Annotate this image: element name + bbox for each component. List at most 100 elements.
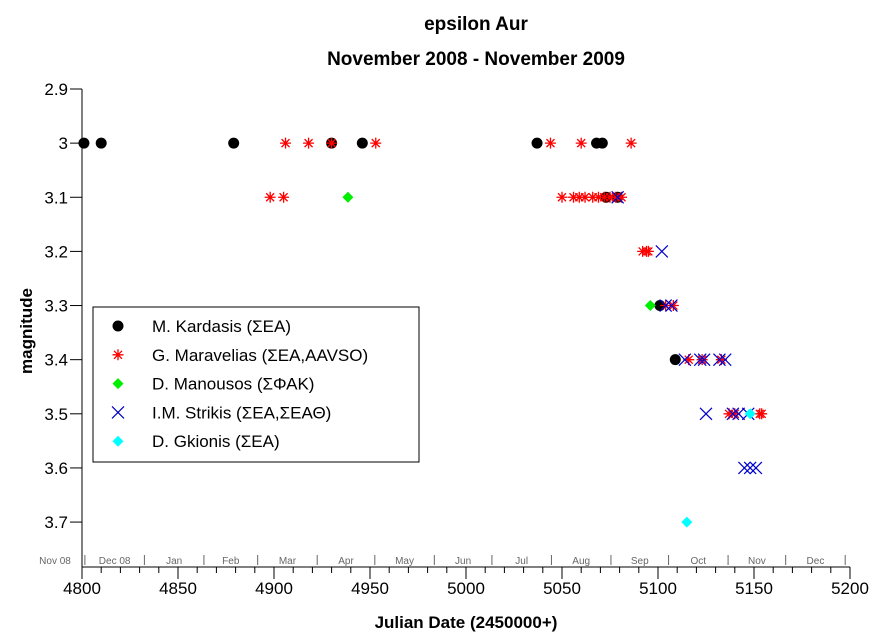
data-point-x bbox=[743, 461, 757, 475]
data-point-x bbox=[718, 353, 732, 367]
y-tick-label: 3.2 bbox=[44, 242, 68, 261]
month-label: Sep bbox=[631, 556, 649, 567]
series-4 bbox=[681, 408, 756, 528]
data-point-asterisk bbox=[696, 354, 708, 366]
y-tick-label: 3.7 bbox=[44, 513, 68, 532]
data-point-diamond bbox=[644, 300, 656, 312]
legend-box bbox=[92, 306, 420, 463]
month-label: Feb bbox=[222, 556, 240, 567]
x-tick-label: 5050 bbox=[543, 579, 581, 598]
data-point-asterisk bbox=[683, 354, 695, 366]
data-point-asterisk bbox=[723, 408, 735, 420]
month-label: Nov 08 bbox=[39, 556, 71, 567]
month-label: May bbox=[395, 556, 414, 567]
data-point-circle bbox=[78, 137, 90, 149]
data-point-x bbox=[111, 405, 125, 419]
data-point-x bbox=[699, 407, 713, 421]
y-tick-label: 2.9 bbox=[44, 80, 68, 99]
data-point-x bbox=[732, 407, 746, 421]
data-point-asterisk bbox=[278, 191, 290, 203]
legend-entry: D. Manousos (ΣΦΑΚ) bbox=[152, 375, 314, 394]
x-tick-label: 5000 bbox=[447, 579, 485, 598]
legend-entry: D. Gkionis (ΣΕΑ) bbox=[152, 432, 280, 451]
data-point-x bbox=[678, 353, 692, 367]
y-tick-label: 3 bbox=[59, 134, 68, 153]
data-point-x bbox=[659, 299, 673, 312]
data-point-asterisk bbox=[610, 191, 622, 203]
legend-entry: I.M. Strikis (ΣΕΑ,ΣΕΑΘ) bbox=[152, 403, 331, 422]
series-1 bbox=[264, 137, 768, 420]
data-point-x bbox=[655, 244, 669, 258]
y-tick-label: 3.5 bbox=[44, 405, 68, 424]
month-label: Jan bbox=[166, 556, 182, 567]
month-label: Dec 08 bbox=[99, 556, 131, 567]
data-point-asterisk bbox=[592, 191, 604, 203]
month-label: Nov bbox=[748, 556, 766, 567]
data-point-asterisk bbox=[667, 300, 679, 312]
data-point-x bbox=[611, 190, 625, 204]
data-point-asterisk bbox=[544, 137, 556, 149]
data-point-asterisk bbox=[575, 137, 587, 149]
data-point-diamond bbox=[112, 378, 124, 390]
month-label: Dec bbox=[807, 556, 825, 567]
x-tick-label: 4850 bbox=[159, 579, 197, 598]
data-point-asterisk bbox=[579, 191, 591, 203]
data-point-x bbox=[697, 353, 711, 367]
chart-title: epsilon Aur bbox=[424, 14, 528, 35]
data-point-circle bbox=[112, 320, 124, 332]
x-tick-label: 5200 bbox=[831, 579, 869, 598]
data-point-x bbox=[665, 299, 678, 312]
data-point-asterisk bbox=[112, 349, 124, 361]
data-point-asterisk bbox=[556, 191, 568, 203]
data-point-asterisk bbox=[598, 191, 610, 203]
y-tick-label: 3.1 bbox=[44, 188, 68, 207]
y-tick-label: 3.4 bbox=[44, 351, 68, 370]
data-point-asterisk bbox=[326, 137, 338, 149]
data-point-circle bbox=[596, 137, 608, 149]
data-point-diamond bbox=[681, 516, 693, 528]
data-point-asterisk bbox=[587, 191, 599, 203]
data-point-circle bbox=[95, 137, 107, 149]
data-point-x bbox=[726, 407, 740, 421]
data-point-diamond bbox=[112, 435, 124, 447]
data-point-circle bbox=[228, 137, 240, 149]
x-tick-label: 5100 bbox=[639, 579, 677, 598]
data-point-asterisk bbox=[642, 245, 654, 257]
chart-subtitle: November 2008 - November 2009 bbox=[327, 49, 625, 70]
data-point-asterisk bbox=[370, 137, 382, 149]
y-axis-label: magnitude bbox=[17, 288, 36, 374]
data-point-asterisk bbox=[264, 191, 276, 203]
data-point-x bbox=[737, 461, 751, 475]
series-2 bbox=[342, 191, 656, 312]
x-tick-label: 5150 bbox=[735, 579, 773, 598]
data-point-x bbox=[713, 353, 726, 367]
legend-entry: G. Maravelias (ΣΕΑ,AAVSO) bbox=[152, 346, 368, 365]
data-point-asterisk bbox=[625, 137, 637, 149]
data-point-asterisk bbox=[573, 191, 585, 203]
data-point-asterisk bbox=[280, 137, 292, 149]
data-point-asterisk bbox=[604, 191, 616, 203]
x-axis-label: Julian Date (2450000+) bbox=[375, 613, 558, 632]
data-point-asterisk bbox=[729, 408, 741, 420]
month-label: Mar bbox=[279, 556, 297, 567]
month-label: Jul bbox=[515, 556, 528, 567]
data-point-x bbox=[693, 353, 707, 367]
x-tick-label: 4800 bbox=[63, 579, 101, 598]
series-3 bbox=[611, 190, 763, 475]
data-point-asterisk bbox=[303, 137, 315, 149]
x-tick-label: 4900 bbox=[255, 579, 293, 598]
y-tick-label: 3.6 bbox=[44, 459, 68, 478]
data-point-circle bbox=[356, 137, 368, 149]
legend: M. Kardasis (ΣΕΑ) G. Maravelias (ΣΕΑ,AAVS… bbox=[92, 306, 420, 463]
y-tick-label: 3.3 bbox=[44, 297, 68, 316]
data-point-asterisk bbox=[756, 408, 768, 420]
month-label: Apr bbox=[338, 556, 354, 567]
data-point-asterisk bbox=[616, 191, 628, 203]
legend-entry: M. Kardasis (ΣΕΑ) bbox=[152, 317, 291, 336]
data-point-asterisk bbox=[715, 354, 727, 366]
month-label: Aug bbox=[572, 556, 590, 567]
month-label: Oct bbox=[691, 556, 707, 567]
data-point-x bbox=[749, 461, 763, 475]
month-label: Jun bbox=[455, 556, 471, 567]
